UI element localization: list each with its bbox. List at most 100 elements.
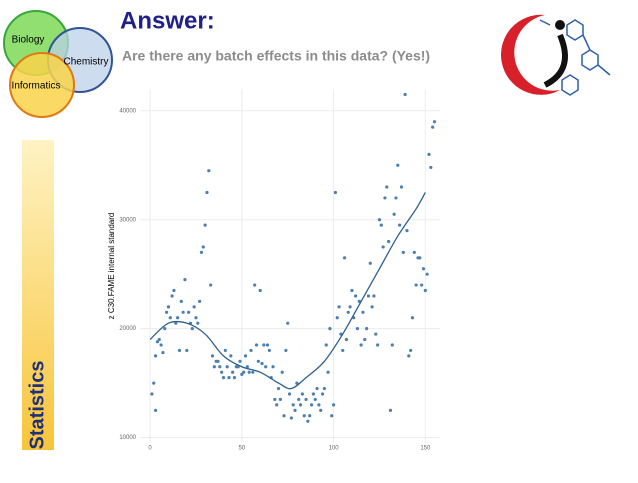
point [264, 365, 268, 369]
y-tick-label: 30000 [119, 217, 136, 223]
venn-label: Informatics [12, 81, 61, 92]
point [306, 419, 310, 423]
point [168, 316, 172, 320]
y-tick-label: 10000 [119, 435, 136, 441]
point [420, 283, 424, 287]
point [199, 250, 204, 254]
point [291, 403, 295, 407]
point [423, 288, 427, 293]
point [361, 310, 365, 314]
point [337, 305, 341, 309]
point [262, 343, 266, 347]
point [315, 386, 319, 391]
point [359, 343, 363, 347]
point [399, 185, 404, 189]
subtitle: Are there any batch effects in this data… [122, 48, 430, 64]
point [177, 348, 182, 353]
point [342, 256, 347, 260]
point [319, 408, 323, 412]
point [381, 245, 385, 249]
point [155, 340, 160, 344]
point [179, 299, 183, 303]
point [207, 169, 211, 173]
point [401, 250, 405, 254]
x-tick-label: 100 [329, 446, 340, 452]
point [254, 343, 259, 347]
point [201, 245, 205, 249]
point [429, 165, 433, 170]
sidebar [22, 140, 54, 450]
point [273, 397, 277, 402]
point [209, 283, 213, 287]
point [287, 392, 292, 396]
point [385, 185, 389, 189]
point [185, 348, 189, 353]
point [238, 359, 242, 363]
point [297, 397, 301, 402]
point [181, 310, 185, 314]
point [271, 365, 275, 369]
point [194, 316, 198, 320]
point [326, 370, 330, 374]
point [183, 278, 187, 282]
point [172, 288, 176, 293]
point [276, 386, 281, 391]
point [346, 310, 350, 314]
point [251, 370, 255, 374]
chart: 10000 20000 30000 40000 0 50 100 150 z C30.FAME … [107, 89, 440, 452]
point [341, 348, 345, 353]
point [198, 299, 202, 303]
x-tick-label: 150 [420, 446, 431, 452]
point [317, 403, 321, 407]
point [418, 256, 422, 260]
point [398, 223, 402, 227]
point [425, 272, 429, 276]
point [311, 392, 315, 396]
point [396, 163, 400, 167]
point [159, 343, 163, 347]
point [322, 386, 327, 391]
point [240, 372, 244, 376]
y-tick-label: 20000 [119, 326, 136, 332]
point [370, 305, 374, 309]
point [165, 310, 169, 314]
venn-circle [9, 52, 75, 118]
point [267, 348, 271, 353]
point [170, 294, 174, 298]
point [227, 376, 231, 380]
point [190, 327, 194, 331]
point [163, 327, 167, 331]
point [388, 408, 393, 412]
point [280, 370, 284, 374]
point [289, 416, 293, 420]
point [335, 316, 339, 320]
point [203, 223, 207, 227]
point [153, 408, 158, 412]
point [409, 348, 413, 353]
point [363, 337, 367, 342]
point [379, 223, 383, 227]
logo [501, 14, 611, 96]
point [304, 397, 308, 402]
point [372, 294, 376, 298]
point [392, 212, 396, 216]
point [166, 305, 171, 309]
point [328, 327, 332, 331]
venn-label: Biology [12, 35, 45, 46]
sidebar-label: Statistics [26, 361, 48, 450]
point [258, 288, 262, 293]
point [245, 365, 249, 369]
point [414, 283, 418, 287]
point [387, 239, 391, 244]
point [152, 381, 156, 385]
point [282, 414, 286, 418]
point [174, 321, 178, 325]
point [196, 321, 200, 325]
point [218, 365, 222, 369]
point [278, 397, 282, 402]
point [313, 397, 317, 402]
point [350, 288, 354, 293]
point [330, 414, 334, 418]
point [368, 261, 372, 265]
